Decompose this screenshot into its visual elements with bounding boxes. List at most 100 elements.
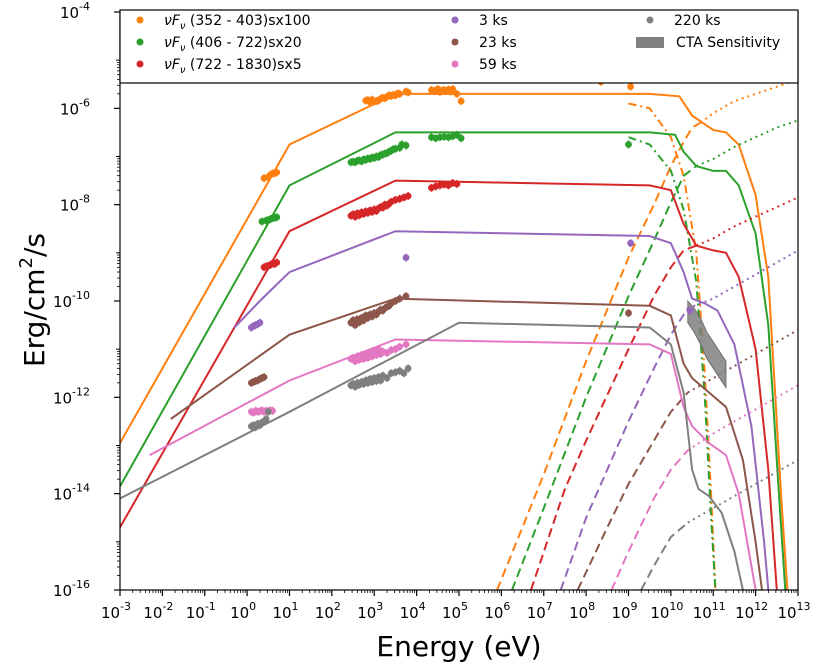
legend-marker: [451, 60, 459, 68]
x-tick-label: 103: [357, 600, 383, 622]
series-0-dashed-model: [496, 121, 701, 590]
x-axis-ticks: 10-3 10-2 10-1 100 101 102 103 104 105 106 107 108 1…: [101, 590, 811, 622]
series-6-dashed-model: [640, 521, 689, 590]
series-1-dashdot-model: [628, 136, 717, 590]
series-0-solid-model: [120, 92, 789, 590]
legend-entry-23-ks: 23 ks: [451, 35, 517, 51]
series-1-point: [273, 213, 281, 221]
series-2-point: [404, 192, 412, 200]
x-tick-label: 1013: [777, 600, 810, 622]
series-4-solid-model: [170, 297, 763, 590]
series-3-dashed-model: [559, 307, 689, 590]
legend-marker: [451, 38, 459, 46]
legend-patch: [636, 37, 664, 48]
y-tick-label: 10-14: [53, 482, 90, 504]
legend-box: [119, 9, 799, 84]
series-2-point: [453, 180, 461, 188]
series-0-dashdot-model: [628, 102, 717, 590]
legend-entry-220-ks: 220 ks: [646, 13, 721, 29]
series-4-point: [625, 309, 632, 317]
x-tick-label: 102: [315, 600, 341, 622]
series-6-solid-model: [120, 321, 744, 590]
y-tick-label: 10-6: [60, 96, 90, 118]
legend-marker: [451, 16, 459, 24]
legend-marker: [646, 16, 654, 24]
series-0-point: [627, 83, 635, 91]
series-1-point: [457, 134, 465, 142]
series-3-point: [402, 254, 410, 262]
x-tick-label: 101: [272, 600, 298, 622]
series-0-point: [453, 90, 461, 98]
series-6-point: [264, 408, 272, 416]
legend-marker: [136, 16, 144, 24]
x-tick-label: 107: [527, 600, 553, 622]
x-tick-label: 106: [484, 600, 510, 622]
series-1-dotted-model: [695, 119, 798, 168]
data-points: [247, 66, 694, 432]
legend-label: 23 ks: [479, 35, 517, 51]
cta-sensitivity-band: [687, 299, 727, 390]
series-3-point: [256, 319, 264, 327]
legend-entry-3-ks: 3 ks: [451, 13, 508, 29]
y-tick-label: 10-16: [53, 578, 90, 600]
legend: νFν (352 - 403)sx100 νFν (406 - 722)sx20 ν…: [119, 9, 799, 84]
legend-entry-cta-sensitivity: CTA Sensitivity: [636, 35, 780, 51]
legend-entry-406-722-sx20: νFν (406 - 722)sx20: [136, 35, 302, 54]
x-tick-label: 104: [400, 600, 426, 622]
series-4-dotted-model: [687, 329, 798, 394]
y-tick-label: 10-4: [60, 0, 90, 22]
x-tick-label: 1012: [735, 600, 768, 622]
y-tick-label: 10-12: [53, 385, 90, 407]
legend-entry-59-ks: 59 ks: [451, 57, 517, 73]
series-0-point: [457, 97, 465, 105]
series-2-dashed-model: [530, 244, 697, 590]
series-1-solid-model: [120, 131, 787, 590]
series-6-point: [383, 374, 391, 382]
series-6-dotted-model: [687, 459, 798, 524]
series-5-dotted-model: [687, 384, 798, 452]
x-tick-label: 100: [230, 600, 256, 622]
series-0-point: [404, 89, 412, 96]
y-axis-label: Erg/cm2/s: [16, 233, 51, 367]
series-6-point: [400, 369, 408, 377]
legend-label: 59 ks: [479, 57, 517, 73]
series-1-point: [625, 141, 632, 148]
y-tick-label: 10-10: [53, 289, 90, 311]
series-4-point: [402, 292, 410, 300]
x-tick-label: 10-3: [101, 600, 131, 622]
series-0-point: [273, 168, 281, 176]
x-tick-label: 10-2: [143, 600, 173, 622]
x-tick-label: 105: [442, 600, 468, 622]
series-2-point: [273, 259, 281, 266]
series-0-point: [396, 90, 404, 98]
legend-label: νFν (722 - 1830)sx5: [164, 57, 302, 76]
series-1-point: [402, 142, 410, 149]
series-0-point: [449, 85, 457, 93]
series-4-point: [396, 295, 404, 302]
series-3-dotted-model: [687, 249, 798, 310]
series-5-point: [396, 343, 404, 351]
x-tick-label: 108: [569, 600, 595, 622]
series-0-dotted-model: [699, 78, 798, 124]
series-2-dotted-model: [695, 196, 798, 247]
x-tick-label: 1010: [650, 600, 683, 622]
series-4-point: [260, 373, 268, 381]
series-6-point: [404, 365, 412, 372]
series-3-solid-model: [233, 230, 770, 590]
y-axis-ticks: 10-16 10-14 10-12 10-10 10-8 10-6 10-4: [53, 0, 120, 600]
series-3-point: [686, 307, 694, 315]
legend-marker: [136, 60, 144, 68]
legend-label: 3 ks: [479, 13, 508, 29]
series-1-dashed-model: [511, 165, 697, 590]
legend-marker: [136, 38, 144, 46]
cta-sensitivity-polygon: [687, 299, 727, 390]
x-tick-label: 109: [611, 600, 637, 622]
legend-label: νFν (352 - 403)sx100: [164, 13, 311, 32]
x-tick-label: 1011: [693, 600, 726, 622]
legend-entry-722-1830-sx5: νFν (722 - 1830)sx5: [136, 57, 302, 76]
series-5-dashed-model: [610, 449, 689, 590]
series-4-dashed-model: [576, 391, 689, 590]
series-6-point: [262, 415, 270, 423]
x-tick-label: 10-1: [186, 600, 216, 622]
